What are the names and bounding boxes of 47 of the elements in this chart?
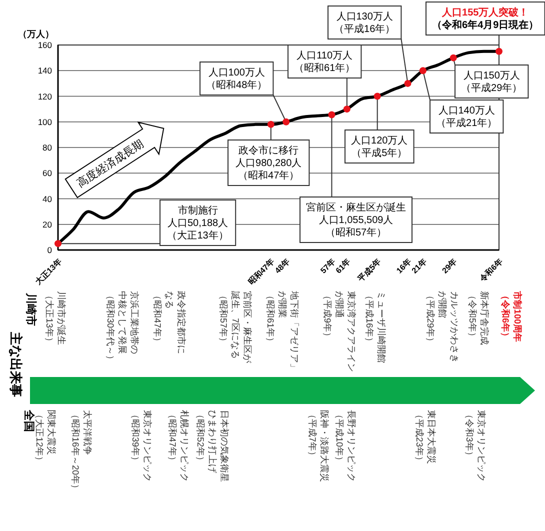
text: 京浜工業地帯の中核として発展（昭和30年代～） xyxy=(105,291,140,364)
x-tick-label: 平成5年 xyxy=(356,257,383,284)
y-tick-label: 0 xyxy=(47,245,52,255)
text: 阪神・淡路大震災（平成7年） xyxy=(307,410,330,482)
text: 太平洋戦争（昭和16年～20年） xyxy=(70,410,92,494)
annotation: 人口130万人（平成16年） xyxy=(334,12,396,35)
annotation: 人口100万人（昭和48年） xyxy=(206,68,268,91)
x-tick-label: 29年 xyxy=(440,257,459,276)
text: 宮前区・麻生区が誕生、7区になる（昭和57年） xyxy=(218,291,252,364)
y-tick-label: 140 xyxy=(38,66,52,76)
text: 日本初の気象衛星ひまわり打上げ（昭和52年） xyxy=(195,410,230,482)
text: 東京オリンピック（令和3年） xyxy=(464,410,486,482)
text: 長野オリンピック（平成10年） xyxy=(334,410,356,482)
text: カルッツかわさきが開館（平成29年） xyxy=(425,291,460,363)
y-tick-label: 20 xyxy=(42,219,52,230)
y-tick-label: 40 xyxy=(42,194,52,204)
text: 札幌オリンピック（昭和47年） xyxy=(167,410,190,482)
text: 全国 xyxy=(22,409,36,432)
text: 東日本大震災（平成23年） xyxy=(414,410,436,466)
text: 関東大震災（大正12年） xyxy=(34,410,56,466)
y-tick-label: 120 xyxy=(38,91,52,102)
annotation: 人口155万人突破！（令和6年4月9日現在） xyxy=(432,6,539,31)
text: 東京オリンピック（昭和39年） xyxy=(130,410,152,482)
x-tick-label: 令和6年 xyxy=(477,257,504,284)
y-tick-label: 60 xyxy=(42,168,52,178)
text: ミューザ川崎開館（平成16年） xyxy=(364,291,386,363)
annotation: 人口150万人（平成29年） xyxy=(461,70,522,94)
y-tick-label: 100 xyxy=(38,116,52,127)
annotation: 人口120万人（平成5年） xyxy=(351,136,408,159)
y-axis-title: （万人） xyxy=(18,29,54,39)
text: 地下街「アゼリア」が開業（昭和61年） xyxy=(265,290,300,372)
text: 新本庁舎完成（令和5年） xyxy=(467,291,490,345)
annotation: 市制施行人口50,188人（大正13年） xyxy=(167,204,228,242)
y-tick-label: 80 xyxy=(42,142,52,152)
text: 川崎市 xyxy=(24,292,38,326)
text: 東京湾アクアラインが開通（平成9年） xyxy=(322,291,356,372)
x-tick-label: 大正13年 xyxy=(34,257,64,287)
text: 川崎市が誕生（大正13年） xyxy=(44,291,66,346)
y-tick-label: 160 xyxy=(38,40,52,50)
annotation: 人口110万人（昭和61年） xyxy=(294,50,356,74)
text: 市制100周年（令和6年） xyxy=(500,290,522,342)
annotation: 人口140万人（平成21年） xyxy=(436,106,498,129)
annotation: 高度経済成長期 xyxy=(74,137,146,190)
text: 政令指定都市になる（昭和47年） xyxy=(152,291,186,354)
annotation: 政令市に移行人口980,280人（昭和47年） xyxy=(236,144,302,182)
text: 主な出来事 xyxy=(8,331,24,397)
annotation: 宮前区・麻生区が誕生人口1,055,509人（昭和57年） xyxy=(306,202,406,238)
